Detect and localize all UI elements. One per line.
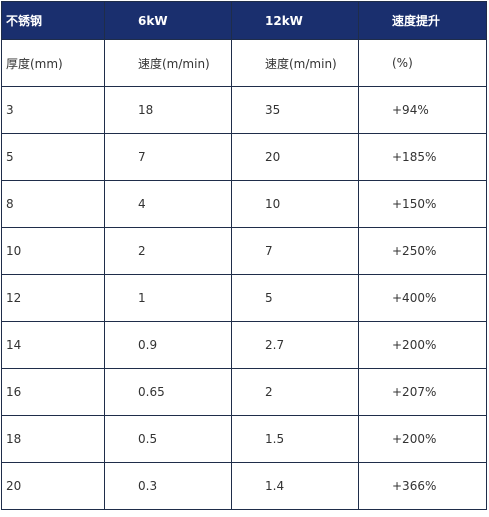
thickness-cell: 18 — [1, 415, 105, 463]
subheader-row: 厚度(mm) 速度(m/min) 速度(m/min) (%) — [1, 39, 487, 87]
thickness-cell: 12 — [1, 274, 105, 322]
thickness-cell: 16 — [1, 368, 105, 416]
header-speed-gain: 速度提升 — [358, 1, 487, 40]
table-row: 5 7 20 +185% — [1, 133, 487, 181]
thickness-cell: 14 — [1, 321, 105, 369]
speed-12kw-cell: 35 — [231, 86, 359, 134]
subheader-percent: (%) — [358, 39, 487, 87]
speed-12kw-cell: 2.7 — [231, 321, 359, 369]
table-row: 18 0.5 1.5 +200% — [1, 415, 487, 463]
table-header: 不锈钢 6kW 12kW 速度提升 — [1, 1, 487, 40]
speed-gain-cell: +400% — [358, 274, 487, 322]
speed-12kw-cell: 1.4 — [231, 462, 359, 510]
speed-12kw-cell: 5 — [231, 274, 359, 322]
speed-gain-cell: +200% — [358, 321, 487, 369]
speed-gain-cell: +150% — [358, 180, 487, 228]
speed-gain-cell: +94% — [358, 86, 487, 134]
table-row: 3 18 35 +94% — [1, 86, 487, 134]
speed-gain-cell: +185% — [358, 133, 487, 181]
speed-6kw-cell: 18 — [104, 86, 232, 134]
speed-comparison-table: 不锈钢 6kW 12kW 速度提升 厚度(mm) 速度(m/min) 速度(m/… — [1, 1, 487, 510]
speed-6kw-cell: 0.9 — [104, 321, 232, 369]
table-row: 10 2 7 +250% — [1, 227, 487, 275]
table-row: 8 4 10 +150% — [1, 180, 487, 228]
speed-12kw-cell: 1.5 — [231, 415, 359, 463]
speed-gain-cell: +366% — [358, 462, 487, 510]
header-12kw: 12kW — [231, 1, 359, 40]
speed-gain-cell: +250% — [358, 227, 487, 275]
speed-comparison-table-container: 不锈钢 6kW 12kW 速度提升 厚度(mm) 速度(m/min) 速度(m/… — [1, 1, 487, 510]
speed-6kw-cell: 2 — [104, 227, 232, 275]
table-row: 14 0.9 2.7 +200% — [1, 321, 487, 369]
table-body: 厚度(mm) 速度(m/min) 速度(m/min) (%) 3 18 35 +… — [1, 39, 487, 510]
subheader-speed-12kw: 速度(m/min) — [231, 39, 359, 87]
table-row: 12 1 5 +400% — [1, 274, 487, 322]
header-row: 不锈钢 6kW 12kW 速度提升 — [1, 1, 487, 40]
table-row: 16 0.65 2 +207% — [1, 368, 487, 416]
subheader-thickness: 厚度(mm) — [1, 39, 105, 87]
table-row: 20 0.3 1.4 +366% — [1, 462, 487, 510]
thickness-cell: 10 — [1, 227, 105, 275]
speed-6kw-cell: 7 — [104, 133, 232, 181]
thickness-cell: 8 — [1, 180, 105, 228]
speed-12kw-cell: 2 — [231, 368, 359, 416]
speed-gain-cell: +200% — [358, 415, 487, 463]
speed-12kw-cell: 10 — [231, 180, 359, 228]
speed-6kw-cell: 0.3 — [104, 462, 232, 510]
speed-6kw-cell: 4 — [104, 180, 232, 228]
speed-6kw-cell: 0.5 — [104, 415, 232, 463]
speed-12kw-cell: 7 — [231, 227, 359, 275]
header-material: 不锈钢 — [1, 1, 105, 40]
subheader-speed-6kw: 速度(m/min) — [104, 39, 232, 87]
speed-6kw-cell: 1 — [104, 274, 232, 322]
speed-gain-cell: +207% — [358, 368, 487, 416]
thickness-cell: 5 — [1, 133, 105, 181]
header-6kw: 6kW — [104, 1, 232, 40]
speed-12kw-cell: 20 — [231, 133, 359, 181]
thickness-cell: 20 — [1, 462, 105, 510]
thickness-cell: 3 — [1, 86, 105, 134]
speed-6kw-cell: 0.65 — [104, 368, 232, 416]
